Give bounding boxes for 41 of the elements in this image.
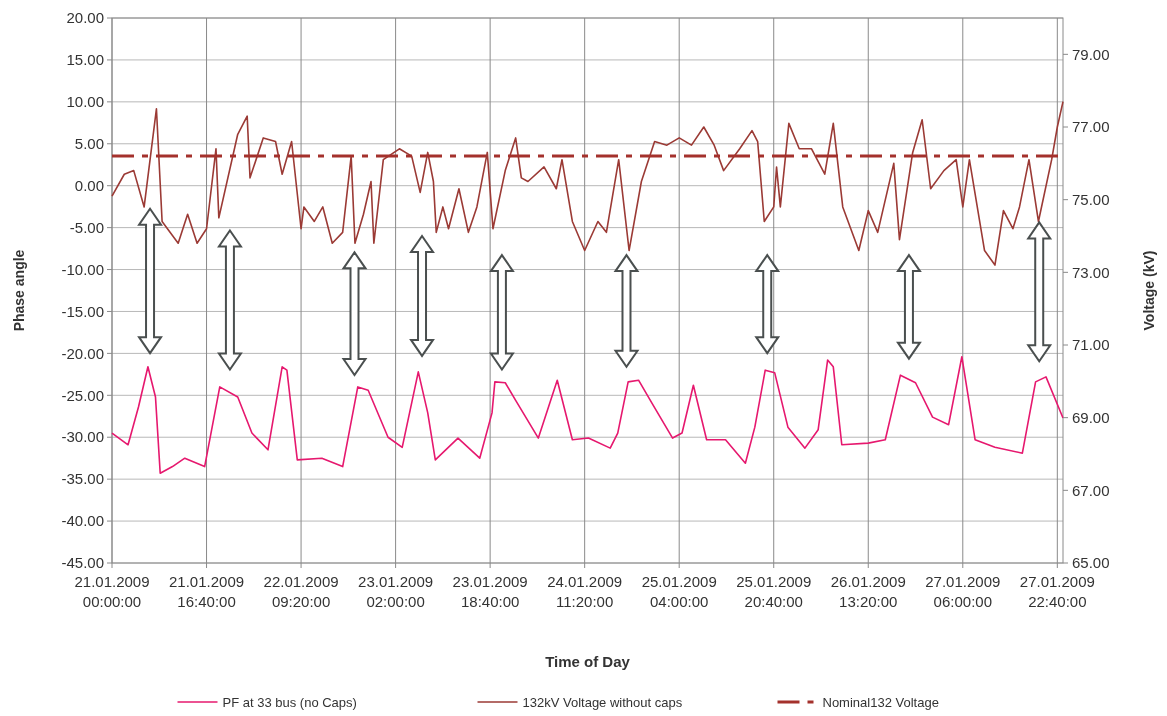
y-tick-label: -20.00 (61, 344, 104, 362)
y-tick-label: 0.00 (74, 176, 104, 194)
y-tick-label: -10.00 (61, 260, 104, 278)
legend-label: PF at 33 bus (no Caps) (222, 694, 357, 710)
y2-tick-label: 79.00 (1072, 45, 1110, 63)
y2-tick-label: 71.00 (1072, 336, 1110, 354)
line-series (111, 355, 1064, 475)
x-tick-label: 27.01.2009 22:40:00 (1019, 573, 1095, 610)
y-tick-label: -30.00 (61, 428, 104, 446)
y-tick-label: -15.00 (61, 302, 104, 320)
x-tick-label: 21.01.2009 00:00:00 (74, 573, 150, 610)
x-tick-label: 21.01.2009 16:40:00 (168, 573, 245, 610)
y-axis-title: Phase angle (11, 249, 27, 332)
y2-tick-label: 75.00 (1072, 190, 1110, 208)
line-series (111, 100, 1064, 266)
x-tick-label: 25.01.2009 04:00:00 (641, 573, 717, 610)
y-tick-label: -5.00 (69, 218, 104, 236)
y2-tick-label: 77.00 (1072, 118, 1110, 136)
y-tick-label: -25.00 (61, 386, 104, 404)
legend-label: 132kV Voltage without caps (522, 694, 683, 710)
x-tick-label: 23.01.2009 18:40:00 (452, 573, 528, 610)
y2-tick-label: 69.00 (1072, 408, 1110, 426)
x-tick-label: 25.01.2009 20:40:00 (736, 573, 812, 610)
x-tick-label: 22.01.2009 09:20:00 (263, 573, 339, 610)
y-tick-label: -35.00 (61, 470, 104, 488)
x-tick-label: 24.01.2009 11:20:00 (547, 573, 623, 610)
x-tick-label: 27.01.2009 06:00:00 (925, 573, 1001, 610)
x-tick-label: 23.01.2009 02:00:00 (358, 573, 434, 610)
y2-tick-label: 65.00 (1072, 554, 1110, 572)
legend-label: Nominal132 Voltage (822, 694, 939, 710)
y-tick-label: 15.00 (66, 51, 104, 69)
y-tick-label: -45.00 (61, 554, 104, 572)
y-tick-label: 20.00 (66, 9, 104, 27)
y2-axis-title: Voltage (kV) (1141, 250, 1157, 331)
x-axis-title: Time of Day (545, 653, 631, 670)
y-tick-label: 5.00 (74, 135, 104, 153)
x-tick-label: 26.01.2009 13:20:00 (830, 573, 906, 610)
y2-tick-label: 73.00 (1072, 263, 1110, 281)
y2-tick-label: 67.00 (1072, 481, 1110, 499)
y-tick-label: -40.00 (61, 512, 104, 530)
y-tick-label: 10.00 (66, 93, 104, 111)
